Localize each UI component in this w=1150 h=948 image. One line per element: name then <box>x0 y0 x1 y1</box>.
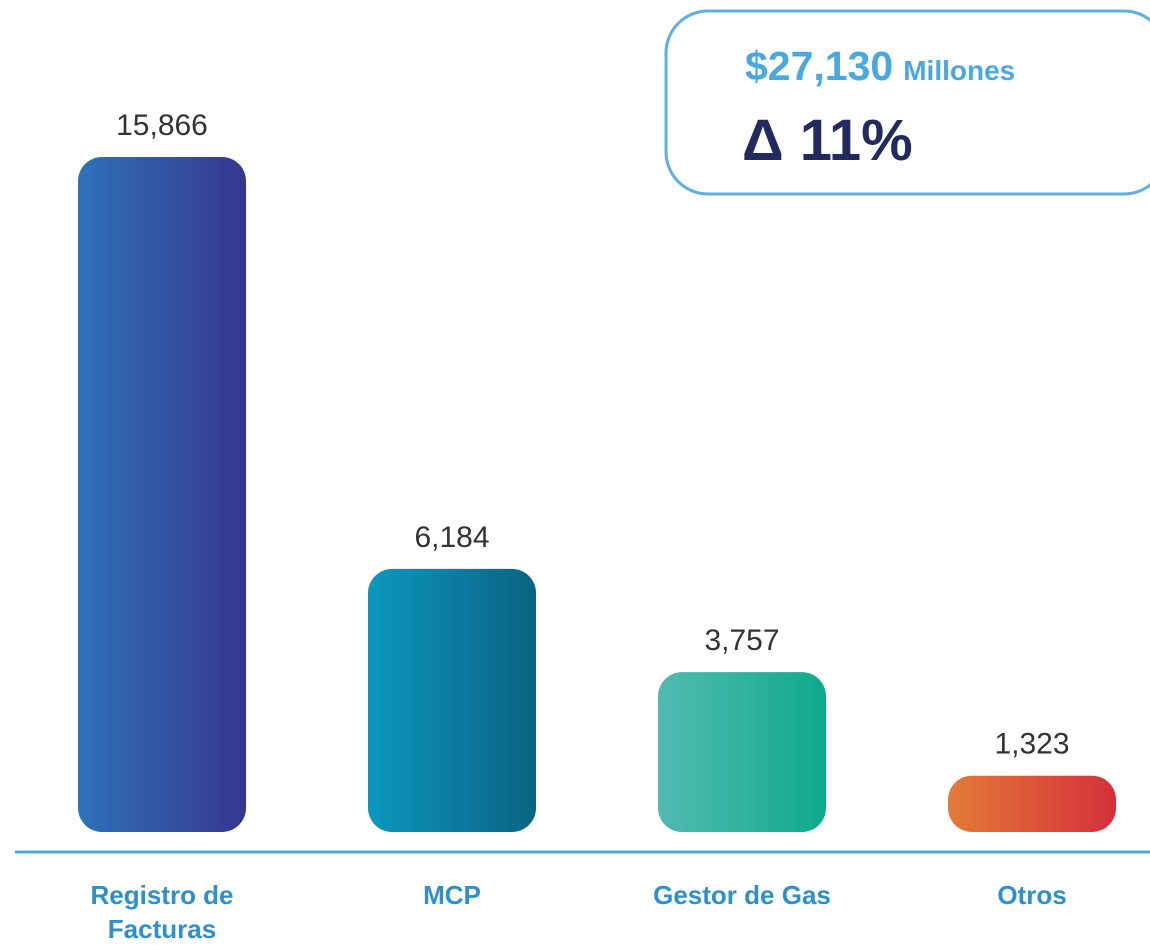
total: $27,130 <box>745 43 893 89</box>
annotation-box <box>664 9 1150 196</box>
value-label: 6,184 <box>414 521 489 554</box>
bar <box>948 775 1116 832</box>
unit: Millones <box>903 55 1015 86</box>
value-label: 15,866 <box>116 109 208 142</box>
value-label: 1,323 <box>994 728 1069 761</box>
bar <box>658 672 826 832</box>
category-label: Otros <box>997 880 1067 910</box>
annotation-change: Δ 11% <box>742 108 913 173</box>
bar <box>368 568 536 832</box>
category-label: Registro de Facturas <box>90 880 234 944</box>
value-label: 3,757 <box>704 624 779 657</box>
category-label: MCP <box>423 880 481 910</box>
annotation-total: $27,130 Millones <box>745 43 1015 89</box>
bar <box>78 157 246 832</box>
category-label: Gestor de Gas <box>653 880 831 910</box>
